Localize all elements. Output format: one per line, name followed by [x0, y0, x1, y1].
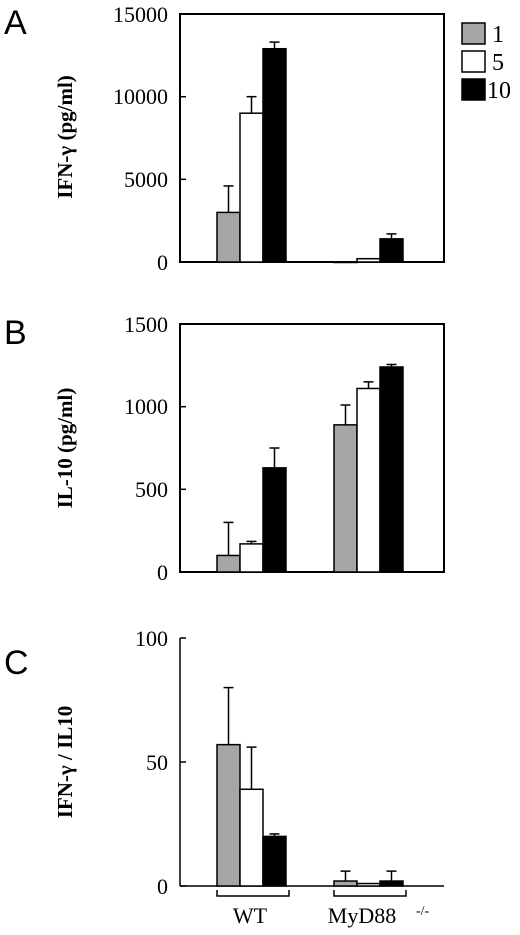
panel-a-y-axis: 0 5000 10000 15000: [113, 2, 186, 275]
panel-b: B IL-10 (pg/ml) 0 500 1000 1500: [4, 312, 445, 585]
panel-b-tick-label-2: 1000: [124, 394, 168, 419]
legend-swatch-5: [461, 50, 486, 73]
bar-a-myd88-10: [379, 238, 404, 263]
legend: 1 5 10: [461, 22, 511, 104]
bar-a-wt-1: [216, 211, 241, 263]
panel-c-letter: C: [4, 644, 29, 682]
panel-b-ylabel: IL-10 (pg/ml): [53, 388, 77, 509]
panel-a-tick-label-3: 15000: [113, 2, 168, 27]
bar-b-myd88-5: [356, 387, 381, 573]
panel-b-tick-label-3: 1500: [124, 312, 168, 337]
panel-b-tick-label-0: 0: [157, 560, 168, 585]
panel-a-tick-label-1: 5000: [124, 167, 168, 192]
panel-b-tick-label-1: 500: [135, 477, 168, 502]
panel-c: C IFN-γ / IL10 0 50 100 WT MyD88 -/-: [4, 626, 444, 928]
bar-c-wt-5: [239, 788, 264, 887]
panel-c-tick-label-2: 100: [135, 626, 168, 651]
legend-swatch-1: [461, 22, 486, 45]
bar-c-myd88-10: [379, 880, 404, 887]
panel-a: A IFN-γ (pg/ml) 0 5000 10000 15000 1 5 1…: [4, 2, 511, 275]
panel-b-bars: [216, 363, 404, 573]
panel-b-frame: [179, 323, 445, 573]
bar-b-wt-1: [216, 554, 241, 573]
bar-b-wt-10: [262, 467, 287, 573]
bar-a-myd88-5: [356, 257, 381, 263]
legend-swatch-10: [461, 78, 486, 101]
wt-bracket: [216, 890, 290, 897]
panel-a-tick-label-2: 10000: [113, 84, 168, 109]
panel-c-y-axis: 0 50 100: [135, 626, 186, 899]
group-label-wt: WT: [233, 903, 268, 928]
legend-label-5: 5: [492, 50, 504, 76]
panel-a-tick-label-0: 0: [157, 250, 168, 275]
group-label-myd88-superscript: -/-: [416, 904, 430, 919]
bar-c-wt-1: [216, 743, 241, 887]
legend-label-10: 10: [487, 78, 511, 104]
bar-b-myd88-1: [333, 424, 358, 573]
bar-c-myd88-1: [333, 880, 358, 887]
bar-a-myd88-1: [333, 261, 358, 264]
panel-a-ylabel: IFN-γ (pg/ml): [53, 75, 77, 199]
myd88-bracket: [333, 890, 407, 897]
bar-a-wt-10: [262, 47, 287, 263]
panel-a-bars: [216, 41, 404, 264]
panel-c-tick-label-0: 0: [157, 874, 168, 899]
bar-c-wt-10: [262, 835, 287, 887]
group-label-myd88: MyD88: [328, 903, 396, 928]
bar-a-wt-5: [239, 112, 264, 263]
panel-c-tick-label-1: 50: [146, 750, 168, 775]
panel-a-letter: A: [4, 4, 27, 42]
panel-b-letter: B: [4, 314, 27, 352]
bar-b-myd88-10: [379, 366, 404, 573]
panel-c-bars: [216, 686, 404, 887]
bar-c-myd88-5: [356, 882, 381, 887]
panel-c-ylabel: IFN-γ / IL10: [53, 706, 77, 819]
legend-label-1: 1: [492, 22, 504, 48]
panel-b-y-axis: 0 500 1000 1500: [124, 312, 186, 585]
bar-b-wt-5: [239, 543, 264, 573]
panel-a-frame: [179, 13, 445, 263]
